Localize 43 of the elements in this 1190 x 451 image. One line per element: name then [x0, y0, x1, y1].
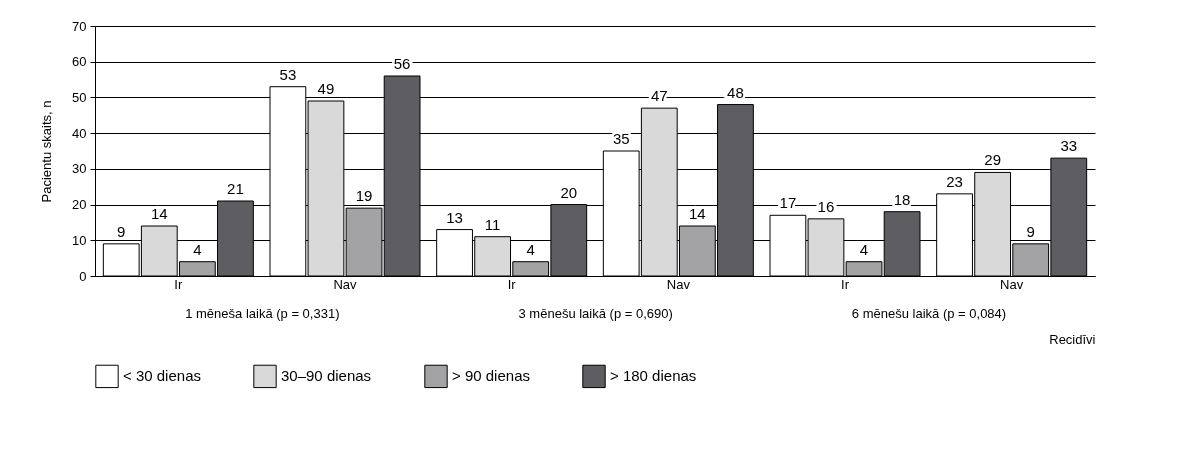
- legend-label: > 90 dienas: [452, 367, 530, 385]
- y-tick-label: 20: [72, 197, 87, 213]
- y-tick-label: 60: [72, 54, 87, 70]
- legend-label: < 30 dienas: [123, 367, 201, 385]
- y-tick-label: 70: [72, 18, 87, 34]
- data-label: 11: [484, 215, 501, 233]
- y-tick-label: 10: [72, 232, 87, 248]
- data-label: 14: [689, 205, 706, 222]
- data-label: 33: [1060, 137, 1078, 155]
- data-label: 53: [279, 65, 297, 83]
- legend-label: > 180 dienas: [610, 367, 697, 385]
- data-label: 18: [893, 190, 911, 208]
- y-tick-label: 30: [72, 161, 87, 177]
- data-label: 19: [355, 187, 373, 205]
- x-tick-label: Nav: [666, 276, 691, 292]
- y-tick-label: 50: [72, 89, 87, 105]
- data-label: 49: [317, 80, 335, 97]
- data-label: 35: [612, 130, 630, 147]
- data-label: 14: [150, 205, 168, 222]
- data-label: 13: [446, 208, 463, 226]
- y-axis-title: Pacientu skaits, n: [39, 100, 55, 203]
- data-label: 23: [946, 172, 963, 190]
- x-tick-label: Ir: [507, 276, 517, 292]
- y-tick-label: 40: [72, 125, 87, 141]
- data-label: 9: [1026, 222, 1035, 240]
- data-label: 9: [117, 222, 126, 240]
- data-label: 21: [227, 180, 244, 197]
- data-label: 48: [727, 83, 744, 101]
- x-axis-title: Recidīvi: [1049, 331, 1096, 347]
- data-label: 4: [193, 240, 202, 258]
- x-tick-label: Nav: [333, 276, 358, 292]
- y-tick-label: 0: [79, 268, 87, 284]
- data-label: 20: [560, 183, 578, 201]
- data-label: 4: [859, 240, 869, 258]
- x-tick-label: Ir: [174, 276, 183, 292]
- text: 6 mēnešu laikā (p = 0,084): [851, 306, 1007, 321]
- text: 3 mēnešu laikā (p = 0,690): [518, 306, 673, 321]
- text: 1 mēneša laikā (p = 0,331): [185, 306, 340, 321]
- legend-label: 30–90 dienas: [281, 367, 372, 385]
- x-tick-label: Ir: [841, 276, 850, 292]
- data-label: 4: [526, 240, 535, 258]
- data-label: 29: [984, 151, 1001, 169]
- x-tick-label: Nav: [1000, 276, 1024, 292]
